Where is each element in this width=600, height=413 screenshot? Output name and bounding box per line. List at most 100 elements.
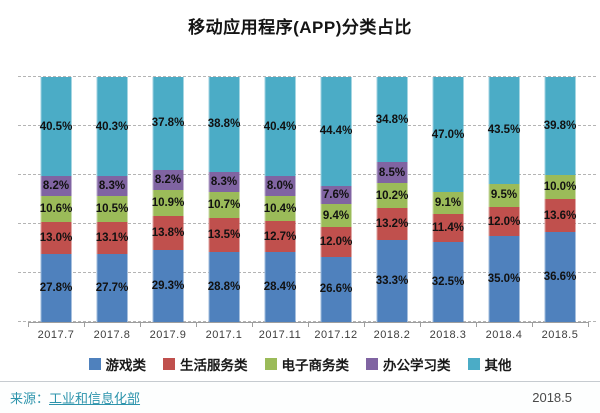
segment-value-label: 47.0% <box>431 128 465 141</box>
segment-value-label: 9.1% <box>434 197 462 210</box>
bar-segment-e-commerce: 10.4% <box>263 195 297 222</box>
legend-marker-other <box>467 358 480 370</box>
legend-label-games: 游戏类 <box>105 358 147 373</box>
stacked-bar: 29.3% 13.8% 10.9% 8.2% 37.8% <box>151 77 185 322</box>
bar-segment-other: 44.4% <box>319 77 353 186</box>
gridline-40 <box>18 223 596 224</box>
bar-segment-office-study: 8.3% <box>96 176 128 197</box>
bar-segment-games: 35.0% <box>487 236 521 322</box>
bar-segment-life-services: 13.6% <box>544 199 576 233</box>
x-axis-label: 2017.9 <box>149 329 187 341</box>
stacked-bar: 27.8% 13.0% 10.6% 8.2% 40.5% <box>39 77 73 322</box>
stacked-bar: 28.4% 12.7% 10.4% 8.0% 40.4% <box>263 77 297 322</box>
x-axis-tick <box>476 322 477 327</box>
segment-value-label: 27.8% <box>39 281 73 294</box>
bar-segment-games: 27.7% <box>96 254 128 322</box>
x-axis-label: 2017.8 <box>93 329 131 341</box>
bar-segment-life-services: 13.0% <box>39 222 73 254</box>
stacked-bar: 28.8% 13.5% 10.7% 8.3% 38.8% <box>207 77 241 322</box>
bar-segment-games: 29.3% <box>152 250 184 322</box>
legend-marker-e-commerce <box>264 358 277 370</box>
bar-segment-games: 32.5% <box>431 242 465 322</box>
segment-value-label: 40.5% <box>39 120 73 133</box>
legend-label-other: 其他 <box>484 358 512 373</box>
gridline-60 <box>18 174 596 175</box>
bar-segment-e-commerce: 10.9% <box>152 189 184 217</box>
bar-segment-other: 37.8% <box>151 77 185 170</box>
x-axis-tick <box>588 322 589 327</box>
x-axis-tick <box>252 322 253 327</box>
segment-value-label: 44.4% <box>319 125 353 138</box>
stacked-bar: 36.6% 13.6% 10.0% 39.8% <box>543 77 577 322</box>
legend-label-e-commerce: 电子商务类 <box>281 358 350 373</box>
bar-segment-e-commerce: 10.6% <box>39 196 73 223</box>
segment-value-label: 11.4% <box>432 222 464 235</box>
bar-slot: 32.5% 11.4% 9.1% 47.0% 2018.3 <box>420 77 476 341</box>
x-axis-tick <box>420 322 421 327</box>
x-axis-tick <box>84 322 85 327</box>
bar-segment-other: 38.8% <box>208 77 240 172</box>
segment-value-label: 10.6% <box>39 203 73 216</box>
bar-segment-games: 26.6% <box>320 256 352 322</box>
stacked-bar: 32.5% 11.4% 9.1% 47.0% <box>431 77 465 322</box>
segment-value-label: 32.5% <box>431 276 465 289</box>
source-link[interactable]: 工业和信息化部 <box>49 391 141 406</box>
segment-value-label: 13.2% <box>375 218 409 231</box>
x-axis-label: 2017.12 <box>314 329 358 341</box>
segment-value-label: 8.3% <box>98 180 126 193</box>
bar-segment-games: 28.8% <box>208 251 240 322</box>
bar-segment-games: 28.4% <box>264 252 296 322</box>
gridline-80 <box>18 125 596 126</box>
bar-slot: 33.3% 13.2% 10.2% 8.5% 34.8% 2018.2 <box>364 77 420 341</box>
bar-segment-e-commerce: 9.5% <box>488 183 520 207</box>
bar-segment-life-services: 13.5% <box>207 218 241 252</box>
bar-slot: 36.6% 13.6% 10.0% 39.8% 2018.5 <box>532 77 588 341</box>
x-axis-tick <box>28 322 29 327</box>
bar-slot: 28.8% 13.5% 10.7% 8.3% 38.8% 2017.1 <box>196 77 252 341</box>
x-axis-label: 2018.5 <box>541 329 579 341</box>
bar-slot: 28.4% 12.7% 10.4% 8.0% 40.4% 2017.11 <box>252 77 308 341</box>
plot-area: 27.8% 13.0% 10.6% 8.2% 40.5% 2017.7 27.7% 13.1%… <box>18 76 596 341</box>
stacked-bar: 27.7% 13.1% 10.5% 8.3% 40.3% <box>95 77 129 322</box>
stacked-bar: 26.6% 12.0% 9.4% 7.6% 44.4% <box>319 77 353 322</box>
segment-value-label: 10.2% <box>375 189 409 202</box>
bar-segment-e-commerce: 9.4% <box>320 204 352 228</box>
bar-segment-life-services: 13.1% <box>95 222 129 255</box>
bar-segment-other: 39.8% <box>543 77 577 175</box>
legend-item-e-commerce: 电子商务类 <box>264 354 350 374</box>
bar-segment-office-study: 8.2% <box>40 176 72 197</box>
bar-segment-games: 27.8% <box>39 253 73 322</box>
x-axis-label: 2017.7 <box>37 329 75 341</box>
bar-segment-e-commerce: 10.2% <box>375 183 409 209</box>
segment-value-label: 10.7% <box>207 199 241 212</box>
legend-item-games: 游戏类 <box>88 354 147 374</box>
segment-value-label: 13.0% <box>39 232 73 245</box>
chart-title: 移动应用程序(APP)分类占比 <box>188 18 412 37</box>
segment-value-label: 10.5% <box>95 203 129 216</box>
bar-slot: 27.8% 13.0% 10.6% 8.2% 40.5% 2017.7 <box>28 77 84 341</box>
segment-value-label: 39.8% <box>543 119 577 132</box>
x-axis-label: 2018.2 <box>373 329 411 341</box>
source-prefix: 来源： <box>10 391 50 406</box>
segment-value-label: 10.4% <box>263 202 297 215</box>
x-axis-tick <box>196 322 197 327</box>
segment-value-label: 7.6% <box>322 189 350 202</box>
legend-item-life-services: 生活服务类 <box>163 354 248 374</box>
segment-value-label: 40.4% <box>263 120 297 133</box>
bar-segment-games: 36.6% <box>544 232 576 322</box>
legend-marker-life-services <box>163 358 175 370</box>
x-axis-tick <box>532 322 533 327</box>
bar-segment-e-commerce: 10.0% <box>544 174 576 200</box>
segment-value-label: 12.7% <box>263 230 297 243</box>
segment-value-label: 37.8% <box>151 117 185 130</box>
segment-value-label: 13.8% <box>151 227 185 240</box>
segment-value-label: 13.5% <box>207 228 241 241</box>
legend-item-other: 其他 <box>467 354 512 374</box>
bar-segment-office-study: 8.5% <box>376 162 408 184</box>
bar-segment-e-commerce: 10.7% <box>207 192 241 219</box>
bar-segment-other: 40.4% <box>263 77 297 177</box>
segment-value-label: 13.1% <box>95 232 129 245</box>
segment-value-label: 12.0% <box>319 236 353 249</box>
bar-slot: 27.7% 13.1% 10.5% 8.3% 40.3% 2017.8 <box>84 77 140 341</box>
segment-value-label: 35.0% <box>487 273 521 286</box>
